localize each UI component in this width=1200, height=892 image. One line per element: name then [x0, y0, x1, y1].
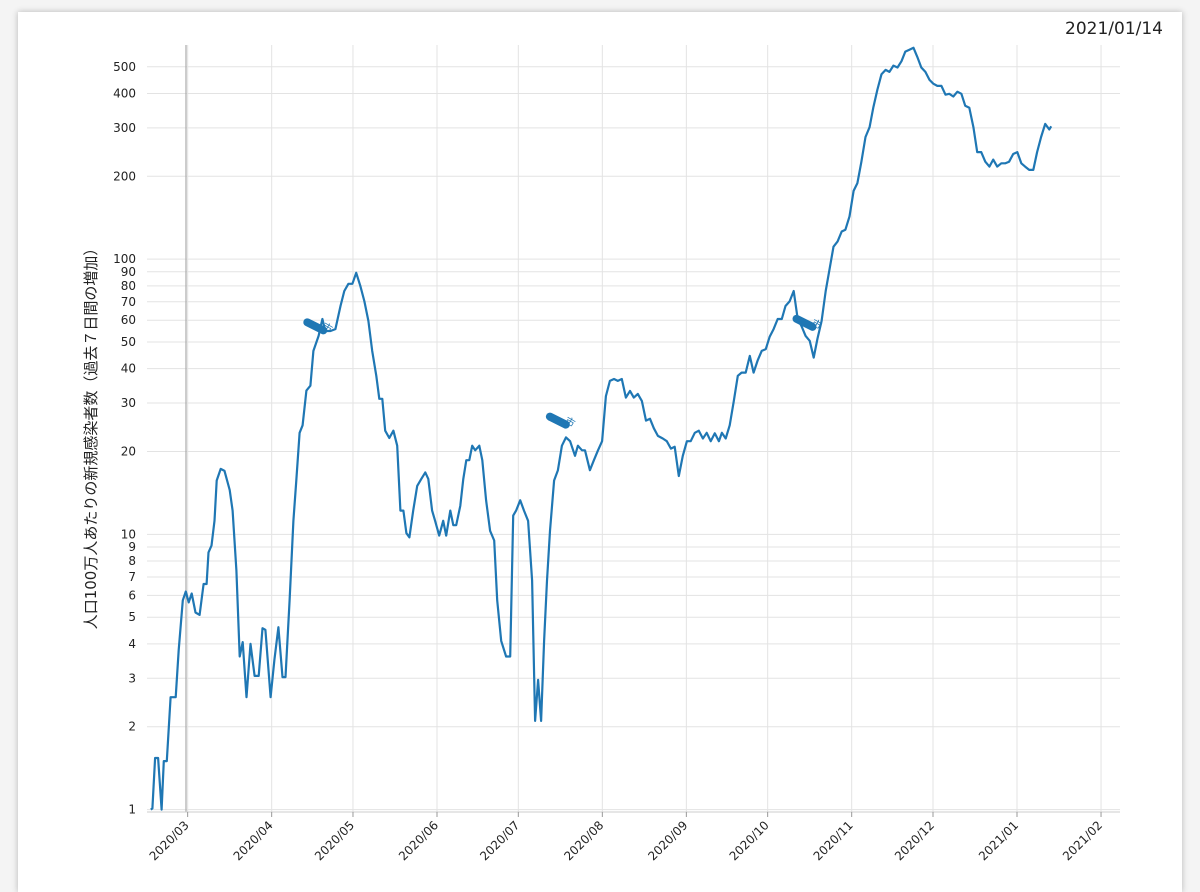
x-tick-label: 2020/08: [561, 818, 606, 863]
x-tick-label: 2020/10: [727, 818, 772, 863]
event-marker: [545, 412, 570, 429]
chart-date: 2021/01/14: [1065, 19, 1163, 39]
x-tick-label: 2021/02: [1060, 818, 1105, 863]
y-tick-label: 3: [128, 671, 136, 685]
y-tick-label: 40: [121, 362, 136, 376]
page: 2021/01/14 人口100万人あたりの新規感染者数（過去７日間の増加） 1…: [18, 12, 1182, 892]
y-tick-label: 50: [121, 335, 136, 349]
x-tick-label: 2021/01: [976, 818, 1021, 863]
y-tick-label: 200: [113, 169, 136, 183]
y-tick-label: 300: [113, 121, 136, 135]
y-tick-label: 1: [128, 803, 136, 817]
x-tick-label: 2020/05: [312, 818, 357, 863]
y-axis-label: 人口100万人あたりの新規感染者数（過去７日間の増加）: [82, 241, 100, 630]
y-tick-label: 20: [121, 445, 136, 459]
event-marker: [303, 318, 328, 335]
event-marker: [792, 314, 817, 331]
data-line: [150, 46, 1053, 811]
y-tick-label: 10: [121, 527, 136, 541]
y-tick-label: 500: [113, 60, 136, 74]
y-tick-label: 30: [121, 396, 136, 410]
y-tick-label: 70: [121, 295, 136, 309]
y-tick-label: 5: [128, 610, 136, 624]
x-tick-label: 2020/12: [892, 818, 937, 863]
grid: [147, 45, 1120, 812]
y-tick-label: 8: [128, 554, 136, 568]
y-tick-label: 80: [121, 279, 136, 293]
y-tick-label: 2: [128, 720, 136, 734]
y-tick-label: 6: [128, 588, 136, 602]
x-tick-label: 2020/03: [147, 818, 192, 863]
chart: 2021/01/14 人口100万人あたりの新規感染者数（過去７日間の増加） 1…: [82, 19, 1163, 863]
y-tick-label: 7: [128, 570, 136, 584]
y-tick-label: 90: [121, 265, 136, 279]
y-tick-label: 9: [128, 540, 136, 554]
y-tick-label: 100: [113, 252, 136, 266]
x-tick-label: 2020/04: [231, 818, 276, 863]
x-tick-label: 2020/07: [477, 818, 522, 863]
x-tick-label: 2020/09: [645, 818, 690, 863]
y-tick-label: 60: [121, 313, 136, 327]
x-tick-label: 2020/06: [396, 818, 441, 863]
x-tick-label: 2020/11: [811, 818, 856, 863]
y-tick-label: 400: [113, 86, 136, 100]
y-tick-label: 4: [128, 637, 136, 651]
